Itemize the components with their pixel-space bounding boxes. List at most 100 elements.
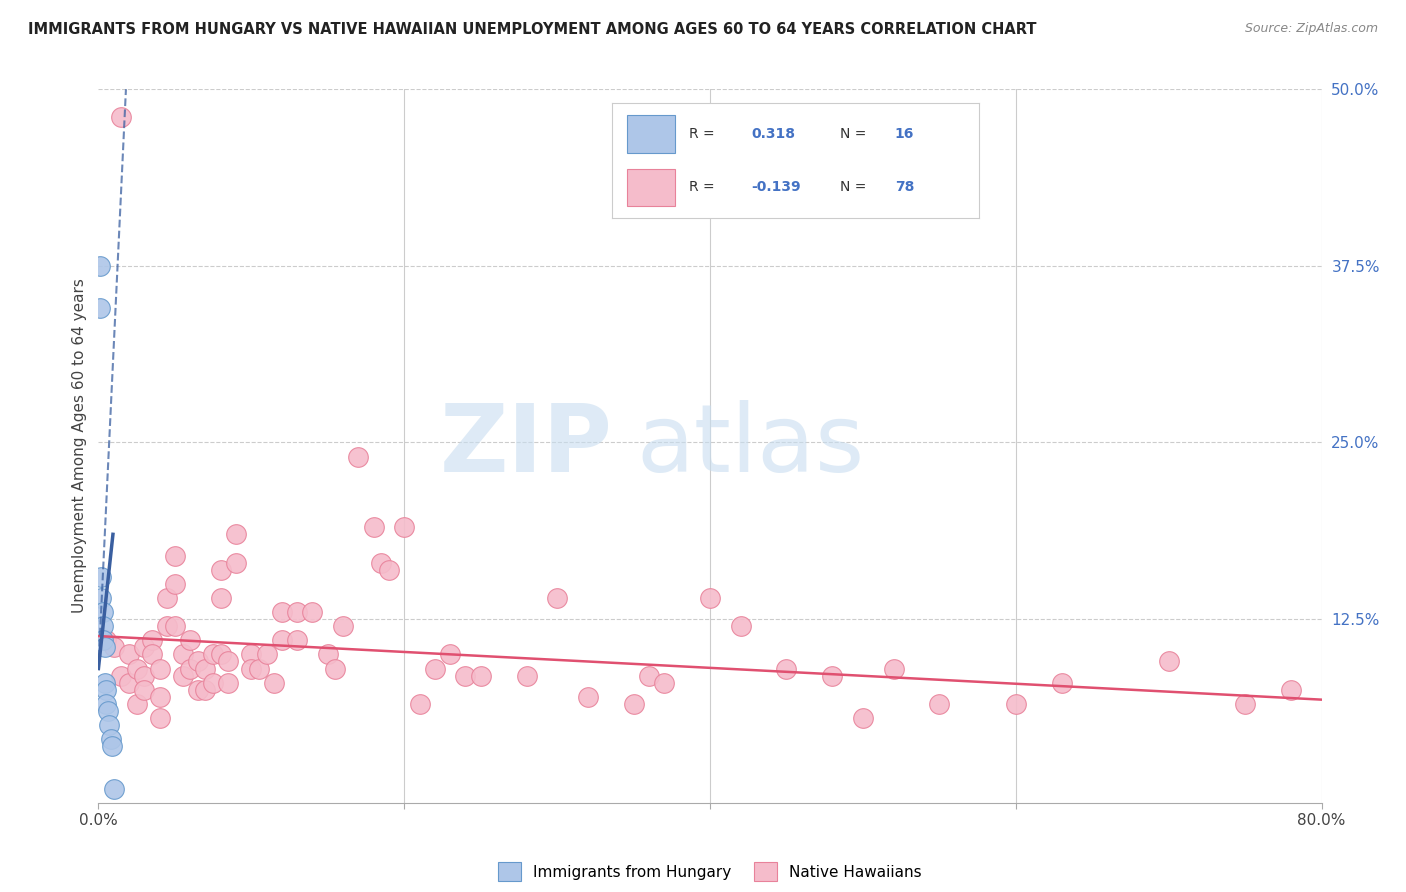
Point xyxy=(325,662,347,676)
Point xyxy=(332,619,354,633)
Point xyxy=(91,605,114,619)
Point xyxy=(149,690,172,704)
Point xyxy=(93,675,115,690)
Text: R =: R = xyxy=(689,127,714,141)
Point xyxy=(217,675,239,690)
Point xyxy=(141,648,163,662)
Point xyxy=(775,662,797,676)
Point xyxy=(852,711,875,725)
Y-axis label: Unemployment Among Ages 60 to 64 years: Unemployment Among Ages 60 to 64 years xyxy=(72,278,87,614)
Text: IMMIGRANTS FROM HUNGARY VS NATIVE HAWAIIAN UNEMPLOYMENT AMONG AGES 60 TO 64 YEAR: IMMIGRANTS FROM HUNGARY VS NATIVE HAWAII… xyxy=(28,22,1036,37)
Point xyxy=(156,619,179,633)
Point xyxy=(101,739,124,754)
Point xyxy=(179,633,201,648)
Point xyxy=(225,527,247,541)
Point xyxy=(156,591,179,605)
Point xyxy=(454,668,477,682)
Point xyxy=(93,640,115,655)
Point xyxy=(103,781,125,796)
Point xyxy=(209,591,232,605)
Point xyxy=(179,662,201,676)
Point xyxy=(285,605,308,619)
Point xyxy=(149,711,172,725)
Point xyxy=(149,662,172,676)
Text: ZIP: ZIP xyxy=(439,400,612,492)
Point xyxy=(347,450,370,464)
Point xyxy=(100,732,122,747)
Point xyxy=(110,668,132,682)
Point xyxy=(821,668,844,682)
Text: N =: N = xyxy=(839,180,866,194)
Point xyxy=(652,675,675,690)
Point xyxy=(392,520,416,534)
Point xyxy=(247,662,270,676)
Point xyxy=(94,697,117,711)
Point xyxy=(378,563,401,577)
Point xyxy=(118,648,141,662)
Point xyxy=(256,648,278,662)
Point xyxy=(187,682,209,697)
Point xyxy=(217,655,239,669)
Point xyxy=(363,520,385,534)
Point xyxy=(1234,697,1257,711)
Point xyxy=(94,682,117,697)
Point xyxy=(89,301,111,316)
Point xyxy=(90,570,112,584)
Point xyxy=(240,648,263,662)
Point xyxy=(209,563,232,577)
Point xyxy=(110,111,132,125)
Point xyxy=(730,619,752,633)
Text: 78: 78 xyxy=(894,180,914,194)
Point xyxy=(194,662,217,676)
Point xyxy=(125,662,148,676)
Point xyxy=(1279,682,1302,697)
Point xyxy=(125,697,148,711)
Point xyxy=(98,718,121,732)
Point xyxy=(699,591,721,605)
Point xyxy=(90,591,112,605)
Point xyxy=(637,668,661,682)
Point xyxy=(89,259,111,273)
Point xyxy=(623,697,645,711)
Point xyxy=(91,633,114,648)
Point xyxy=(1004,697,1026,711)
Point xyxy=(408,697,430,711)
Text: N =: N = xyxy=(839,127,866,141)
Point xyxy=(202,648,225,662)
Text: R =: R = xyxy=(689,180,714,194)
Point xyxy=(118,675,141,690)
Point xyxy=(270,605,292,619)
Text: Source: ZipAtlas.com: Source: ZipAtlas.com xyxy=(1244,22,1378,36)
Point xyxy=(163,549,186,563)
Point xyxy=(134,682,156,697)
Point xyxy=(172,648,194,662)
Point xyxy=(163,576,186,591)
Point xyxy=(301,605,323,619)
Point xyxy=(423,662,446,676)
Text: -0.139: -0.139 xyxy=(752,180,801,194)
Point xyxy=(270,633,292,648)
Point xyxy=(141,633,163,648)
Point xyxy=(134,640,156,655)
Point xyxy=(194,682,217,697)
Point xyxy=(546,591,568,605)
Point xyxy=(470,668,492,682)
Text: 0.318: 0.318 xyxy=(752,127,796,141)
Point xyxy=(370,556,392,570)
Point xyxy=(163,619,186,633)
Point xyxy=(187,655,209,669)
Text: atlas: atlas xyxy=(637,400,865,492)
Point xyxy=(1157,655,1180,669)
Point xyxy=(516,668,538,682)
Point xyxy=(240,662,263,676)
Point xyxy=(928,697,950,711)
FancyBboxPatch shape xyxy=(627,169,675,206)
Point xyxy=(1050,675,1073,690)
Point xyxy=(263,675,285,690)
Point xyxy=(94,633,117,648)
Point xyxy=(202,675,225,690)
Text: 16: 16 xyxy=(894,127,914,141)
Legend: Immigrants from Hungary, Native Hawaiians: Immigrants from Hungary, Native Hawaiian… xyxy=(498,863,922,880)
Point xyxy=(103,640,125,655)
Point xyxy=(576,690,599,704)
